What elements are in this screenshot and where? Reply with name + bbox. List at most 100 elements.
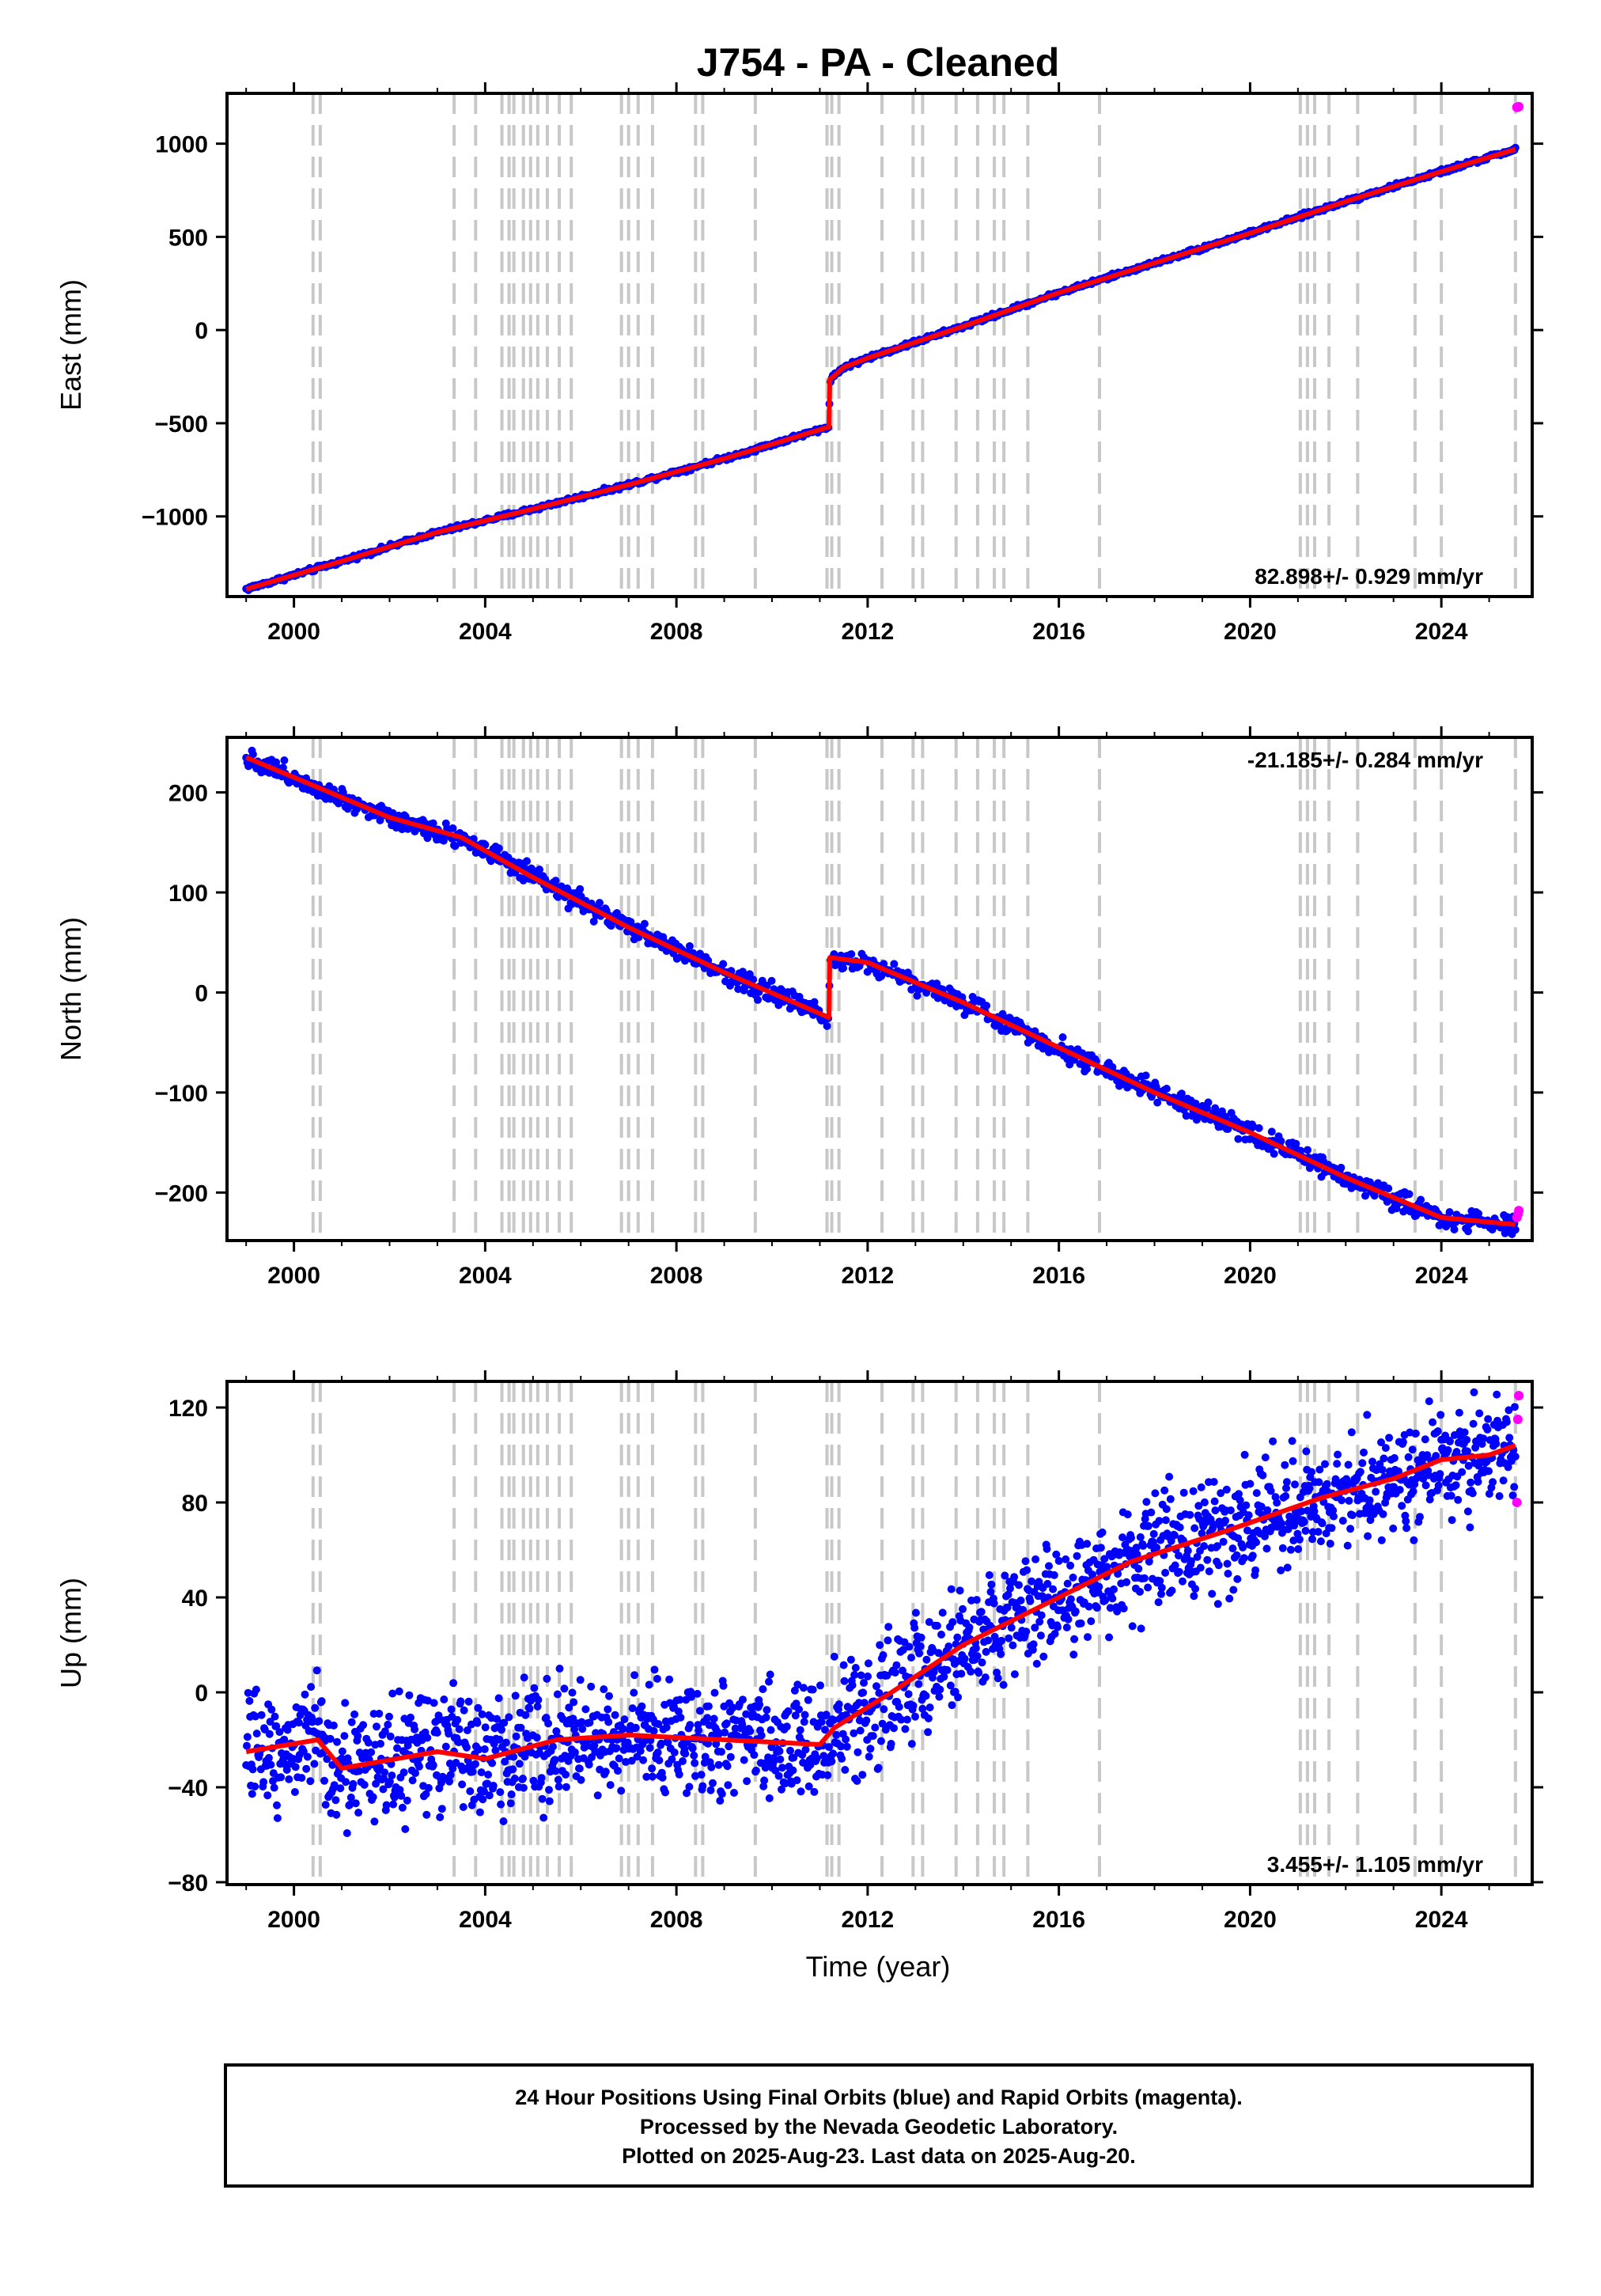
final-orbit-point — [1316, 1537, 1325, 1546]
final-orbit-point — [1348, 1511, 1357, 1520]
final-orbit-point — [650, 1665, 659, 1674]
final-orbit-point — [1156, 1577, 1164, 1586]
final-orbit-point — [515, 1760, 524, 1768]
final-orbit-point — [765, 1794, 774, 1802]
final-orbit-point — [657, 1739, 665, 1748]
rapid-orbit-point — [1512, 1415, 1523, 1424]
final-orbit-point — [841, 1766, 850, 1774]
final-orbit-point — [342, 1778, 350, 1786]
final-orbit-point — [422, 1810, 431, 1819]
final-orbit-point — [924, 1728, 933, 1737]
final-orbit-point — [1434, 1481, 1443, 1490]
final-orbit-point — [862, 1716, 871, 1725]
final-orbit-point — [790, 1686, 799, 1695]
final-orbit-point — [1142, 1498, 1151, 1506]
final-orbit-point — [1504, 1463, 1512, 1472]
final-orbit-point — [1170, 1531, 1179, 1540]
final-orbit-point — [1052, 1550, 1061, 1559]
final-orbit-point — [1128, 1622, 1137, 1631]
y-tick-label: −80 — [168, 1870, 208, 1896]
final-orbit-point — [1179, 1488, 1188, 1497]
final-orbit-point — [1210, 1497, 1219, 1506]
y-tick-label: 0 — [195, 980, 208, 1006]
y-tick-label: 40 — [182, 1586, 208, 1612]
final-orbit-point — [511, 1692, 520, 1700]
final-orbit-point — [1358, 1459, 1367, 1468]
model-fit-line — [245, 146, 1516, 592]
final-orbit-point — [1455, 1408, 1463, 1417]
final-orbit-point — [1398, 1502, 1406, 1510]
y-tick-label: −1000 — [142, 505, 208, 531]
final-orbit-point — [704, 1739, 713, 1748]
final-orbit-point — [1429, 1418, 1437, 1426]
final-orbit-point — [1445, 1208, 1454, 1216]
final-orbit-point — [1385, 1434, 1394, 1442]
final-orbit-point — [633, 1752, 642, 1761]
x-tick-label: 2004 — [459, 619, 512, 645]
final-orbit-point — [1286, 1545, 1295, 1554]
final-orbit-point — [710, 1688, 719, 1697]
final-orbit-point — [687, 1692, 695, 1701]
final-orbit-point — [1144, 1521, 1152, 1530]
final-orbit-point — [853, 1748, 862, 1756]
final-orbit-point — [784, 1707, 793, 1715]
final-orbit-point — [265, 1730, 274, 1738]
final-orbit-point — [282, 1766, 291, 1774]
final-orbit-point — [1294, 1545, 1303, 1553]
final-orbit-point — [1032, 1659, 1041, 1668]
final-orbit-point — [1308, 1535, 1316, 1544]
final-orbit-point — [1502, 1418, 1511, 1426]
final-orbit-point — [252, 1730, 261, 1738]
final-orbit-point — [1187, 1557, 1195, 1566]
final-orbit-point — [1302, 1447, 1311, 1456]
final-orbit-point — [1213, 1542, 1221, 1551]
final-orbit-point — [481, 1723, 490, 1732]
final-orbit-point — [1410, 1536, 1418, 1544]
final-orbit-point — [905, 1642, 914, 1651]
final-orbit-point — [1096, 1544, 1105, 1552]
final-orbit-point — [1484, 1415, 1493, 1423]
final-orbit-point — [1343, 1541, 1352, 1550]
final-orbit-point — [1003, 1026, 1012, 1035]
final-orbit-point — [1390, 1453, 1399, 1462]
final-orbit-point — [743, 1777, 751, 1786]
final-orbit-point — [1168, 1586, 1176, 1595]
final-orbit-point — [423, 1733, 432, 1742]
final-orbit-point — [463, 1743, 471, 1752]
final-orbit-point — [1485, 1490, 1493, 1498]
final-orbit-point — [1483, 1425, 1492, 1434]
final-orbit-point — [485, 1791, 494, 1800]
final-orbit-point — [577, 1718, 586, 1726]
final-orbit-point — [1229, 1586, 1238, 1594]
final-orbit-point — [389, 1800, 398, 1809]
final-orbit-point — [1239, 1543, 1247, 1552]
final-orbit-point — [810, 998, 819, 1006]
final-orbit-point — [1236, 1496, 1244, 1505]
final-orbit-point — [1100, 1555, 1109, 1563]
final-orbit-point — [739, 1695, 747, 1704]
x-tick-label: 2020 — [1224, 1263, 1277, 1289]
final-orbit-point — [395, 1687, 403, 1695]
final-orbit-point — [388, 1771, 396, 1780]
y-tick-label: 0 — [195, 1680, 208, 1707]
final-orbit-point — [506, 1799, 515, 1808]
final-orbit-point — [763, 1706, 771, 1714]
final-orbit-point — [489, 1782, 498, 1790]
final-orbit-point — [869, 1732, 877, 1741]
final-orbit-point — [832, 1730, 841, 1739]
final-orbit-point — [1160, 1486, 1169, 1495]
final-orbit-point — [1269, 1437, 1277, 1445]
final-orbit-point — [554, 1783, 563, 1791]
final-orbit-point — [1463, 1447, 1471, 1456]
final-orbit-point — [1510, 1483, 1519, 1491]
final-orbit-point — [483, 1779, 492, 1788]
final-orbit-point — [346, 1801, 354, 1809]
rapid-orbit-point — [1514, 1206, 1524, 1216]
final-orbit-point — [1171, 1561, 1179, 1570]
final-orbit-point — [1177, 1089, 1186, 1098]
x-tick-label: 2024 — [1415, 1263, 1468, 1289]
final-orbit-point — [887, 1740, 895, 1748]
final-orbit-point — [551, 877, 560, 885]
final-orbit-point — [1209, 1520, 1217, 1529]
final-orbit-point — [493, 1714, 501, 1723]
